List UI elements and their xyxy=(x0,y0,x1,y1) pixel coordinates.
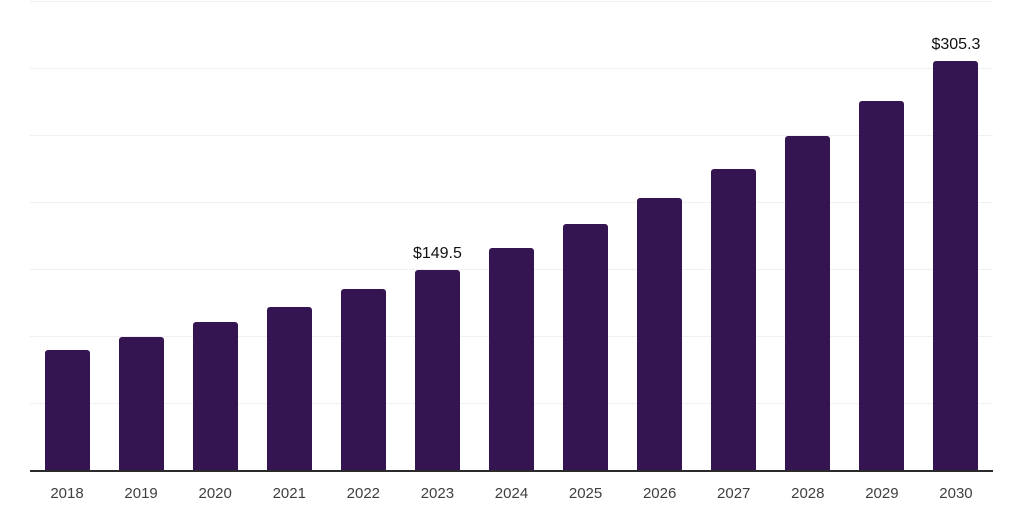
bar-2025 xyxy=(563,224,609,470)
x-tick-2026: 2026 xyxy=(642,485,677,502)
x-tick-2029: 2029 xyxy=(865,485,899,502)
bar-2027 xyxy=(711,168,757,470)
x-tick-2023: 2023 xyxy=(420,485,455,502)
x-tick-2022: 2022 xyxy=(346,485,381,502)
bar-2026 xyxy=(637,197,683,470)
x-tick-2021: 2021 xyxy=(272,485,306,502)
x-tick-2019: 2019 xyxy=(124,485,158,502)
gridline-350 xyxy=(30,1,993,2)
bar-2023 xyxy=(414,269,460,470)
x-tick-2018: 2018 xyxy=(50,485,84,502)
gridline-200 xyxy=(30,202,993,203)
x-tick-2025: 2025 xyxy=(568,485,603,502)
bar-2030 xyxy=(933,60,979,470)
x-tick-2030: 2030 xyxy=(939,485,973,502)
bar-2021 xyxy=(266,306,312,470)
value-label-2023: $149.5 xyxy=(412,244,462,262)
bar-2020 xyxy=(192,322,238,470)
x-tick-2020: 2020 xyxy=(198,485,232,502)
value-label-2030: $305.3 xyxy=(931,35,981,53)
bar-2022 xyxy=(340,289,386,470)
x-tick-2024: 2024 xyxy=(494,485,529,502)
bar-2028 xyxy=(785,136,831,470)
gridline-300 xyxy=(30,68,993,69)
bar-2029 xyxy=(859,100,905,470)
bar-2024 xyxy=(489,248,534,470)
bar-2019 xyxy=(118,336,164,470)
gridline-250 xyxy=(30,135,993,136)
bar-2018 xyxy=(44,349,90,470)
x-tick-2027: 2027 xyxy=(717,485,751,502)
x-axis-line xyxy=(30,470,993,472)
x-tick-2028: 2028 xyxy=(791,485,825,502)
